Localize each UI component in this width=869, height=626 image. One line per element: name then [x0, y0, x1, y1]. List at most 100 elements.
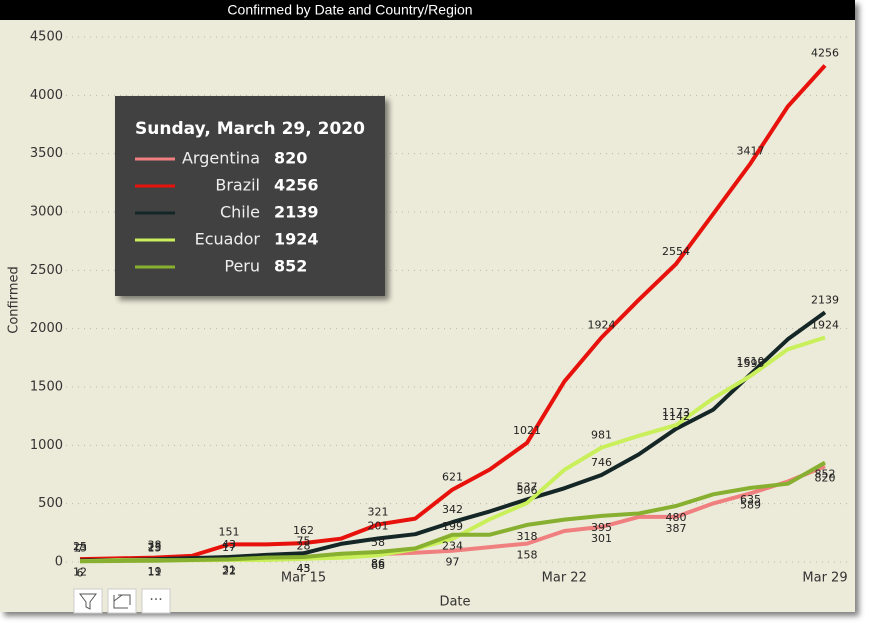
tooltip-series-name: Brazil — [215, 176, 260, 195]
tooltip-series-name: Peru — [224, 257, 260, 276]
data-label: 151 — [219, 525, 240, 538]
data-label: 17 — [222, 541, 236, 554]
data-label: 7 — [77, 542, 84, 555]
data-label: 820 — [815, 471, 836, 484]
data-label: 1610 — [737, 355, 765, 368]
data-label: 13 — [73, 541, 87, 554]
tooltip-value: 2139 — [274, 203, 319, 222]
tooltip-value: 4256 — [274, 176, 319, 195]
data-label: 480 — [666, 511, 687, 524]
data-label: 25 — [73, 540, 87, 553]
grid: 0 500 1000 1500 2000 2500 3000 3500 4000 4500 Mar … — [30, 30, 848, 586]
tooltip-box — [115, 96, 385, 296]
data-label: 12 — [73, 566, 87, 579]
lines — [79, 64, 827, 564]
y-tick-label: 1000 — [30, 438, 63, 453]
data-label: 28 — [297, 540, 311, 553]
data-label: 75 — [297, 534, 311, 547]
series-line — [79, 460, 826, 564]
data-label: 1173 — [662, 406, 690, 419]
data-label: 201 — [368, 520, 389, 533]
data-label: 981 — [591, 429, 612, 442]
data-label: 635 — [740, 493, 761, 506]
y-axis-label: Confirmed — [7, 266, 22, 334]
more-glyph: ··· — [149, 592, 162, 608]
y-tick-label: 3500 — [30, 146, 63, 161]
data-label: 301 — [591, 532, 612, 545]
data-label: 43 — [297, 562, 311, 575]
data-label: 6 — [77, 566, 84, 579]
tooltip-title: Sunday, March 29, 2020 — [135, 119, 365, 139]
data-label: 162 — [293, 524, 314, 537]
data-label: 45 — [297, 562, 311, 575]
tooltip-value: 852 — [274, 257, 307, 276]
tooltip-series-name: Argentina — [182, 149, 260, 168]
data-label: 15 — [148, 541, 162, 554]
tooltip-series-name: Chile — [220, 203, 260, 222]
focus-glyph — [113, 594, 131, 609]
y-tick-label: 4000 — [30, 88, 63, 103]
series-line — [79, 64, 827, 562]
data-label: 234 — [442, 540, 463, 553]
chart-title: Confirmed by Date and Country/Region — [227, 2, 472, 18]
data-label: 97 — [446, 556, 460, 569]
data-label: 1924 — [588, 319, 616, 332]
data-label: 506 — [517, 484, 538, 497]
y-tick-label: 1500 — [30, 380, 63, 395]
data-label: 1924 — [811, 319, 839, 332]
title-bar — [0, 0, 855, 20]
data-label: 2554 — [662, 245, 690, 258]
tooltip-series-name: Ecuador — [195, 230, 261, 249]
visual-background — [0, 0, 855, 612]
data-label: 1595 — [737, 357, 765, 370]
data-label: 852 — [815, 468, 836, 481]
data-label: 589 — [740, 498, 761, 511]
series-line — [79, 310, 827, 563]
focus-icon[interactable] — [107, 588, 137, 614]
data-label: 58 — [371, 536, 385, 549]
data-label: 199 — [442, 520, 463, 533]
tooltip-value: 820 — [274, 149, 307, 168]
y-tick-label: 3000 — [30, 205, 63, 220]
filter-icon[interactable] — [73, 588, 103, 614]
x-tick-label: Mar 22 — [542, 571, 587, 586]
x-tick-label: Mar 15 — [281, 571, 326, 586]
data-label: 19 — [148, 565, 162, 578]
data-label: 1021 — [513, 424, 541, 437]
data-label: 68 — [371, 559, 385, 572]
data-label: 746 — [591, 456, 612, 469]
data-label: 318 — [517, 530, 538, 543]
data-label: 3417 — [737, 144, 765, 157]
data-label: 395 — [591, 521, 612, 534]
data-label: 22 — [222, 564, 236, 577]
data-label: 11 — [148, 566, 162, 579]
data-label: 86 — [371, 557, 385, 570]
y-tick-label: 0 — [55, 555, 63, 570]
data-label: 31 — [222, 563, 236, 576]
data-label: 387 — [666, 522, 687, 535]
data-label: 158 — [517, 549, 538, 562]
data-label: 537 — [517, 480, 538, 493]
tooltip: Sunday, March 29, 2020 Argentina 820 Brazi… — [115, 96, 385, 296]
data-label: 38 — [148, 539, 162, 552]
x-tick-label: Mar 29 — [802, 571, 847, 586]
data-label: 23 — [148, 540, 162, 553]
data-label: 321 — [368, 506, 389, 519]
data-label: 43 — [222, 538, 236, 551]
visual-icons: ··· — [73, 588, 171, 614]
more-icon[interactable] — [141, 588, 171, 614]
data-label: 342 — [442, 503, 463, 516]
data-label: 1142 — [662, 410, 690, 423]
filter-glyph — [79, 593, 97, 610]
y-tick-label: 4500 — [30, 30, 63, 45]
data-label: 2139 — [811, 293, 839, 306]
data-label: 621 — [442, 471, 463, 484]
y-tick-label: 2500 — [30, 263, 63, 278]
y-tick-label: 2000 — [30, 321, 63, 336]
x-axis-label: Date — [439, 595, 470, 610]
tooltip-value: 1924 — [274, 230, 319, 249]
data-label: 4256 — [811, 46, 839, 59]
y-tick-label: 500 — [38, 496, 63, 511]
